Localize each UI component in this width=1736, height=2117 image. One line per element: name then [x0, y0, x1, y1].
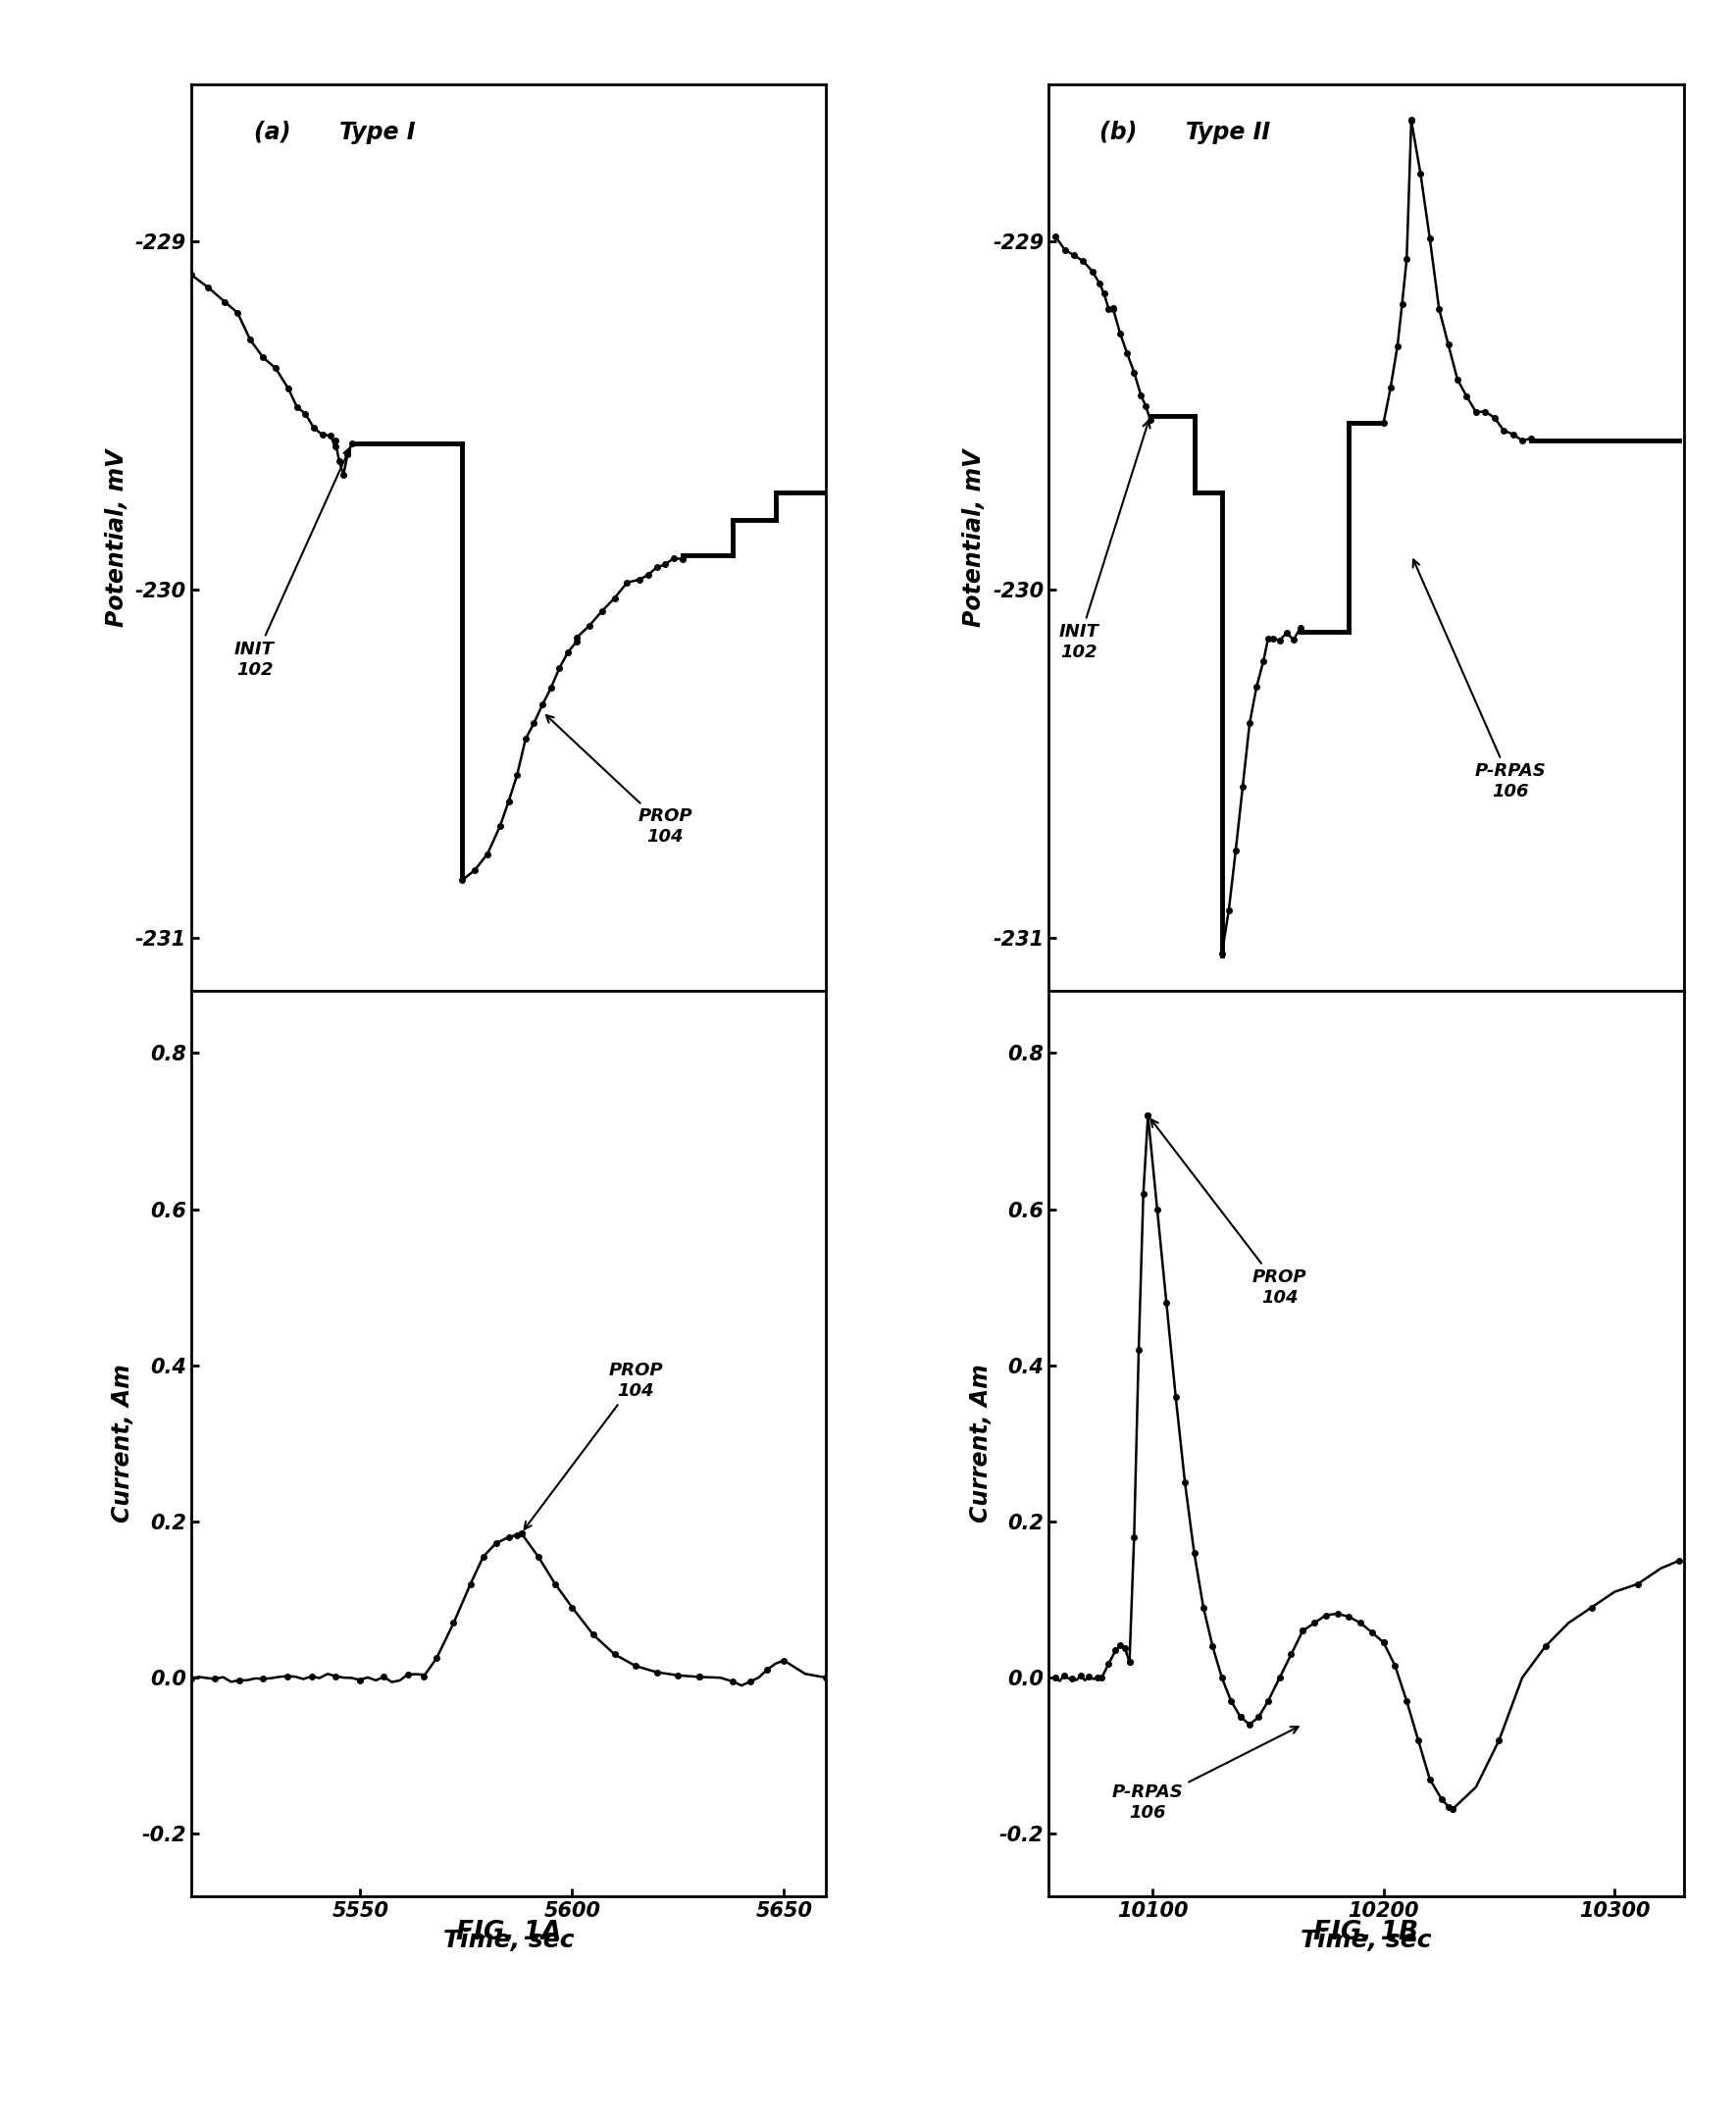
- Text: (b)      Type II: (b) Type II: [1099, 121, 1271, 144]
- Y-axis label: Current, Am: Current, Am: [111, 1363, 135, 1522]
- X-axis label: Time, sec: Time, sec: [1300, 1929, 1432, 1952]
- Text: FIG. 1B: FIG. 1B: [1314, 1920, 1418, 1946]
- Text: (a)      Type I: (a) Type I: [255, 121, 417, 144]
- Y-axis label: Potential, mV: Potential, mV: [962, 449, 986, 627]
- Text: INIT
102: INIT 102: [234, 449, 351, 680]
- Text: INIT
102: INIT 102: [1059, 421, 1149, 661]
- Text: PROP
104: PROP 104: [524, 1361, 663, 1528]
- Y-axis label: Potential, mV: Potential, mV: [104, 449, 128, 627]
- Text: PROP
104: PROP 104: [1151, 1120, 1307, 1306]
- X-axis label: Time, sec: Time, sec: [443, 1929, 575, 1952]
- Y-axis label: Current, Am: Current, Am: [969, 1363, 993, 1522]
- X-axis label: Time, sec: Time, sec: [443, 999, 575, 1023]
- Text: FIG. 1A: FIG. 1A: [457, 1920, 561, 1946]
- Text: PROP
104: PROP 104: [547, 716, 693, 847]
- Text: P-RPAS
106: P-RPAS 106: [1413, 559, 1547, 800]
- X-axis label: Time, sec: Time, sec: [1300, 999, 1432, 1023]
- Text: P-RPAS
106: P-RPAS 106: [1113, 1727, 1299, 1821]
